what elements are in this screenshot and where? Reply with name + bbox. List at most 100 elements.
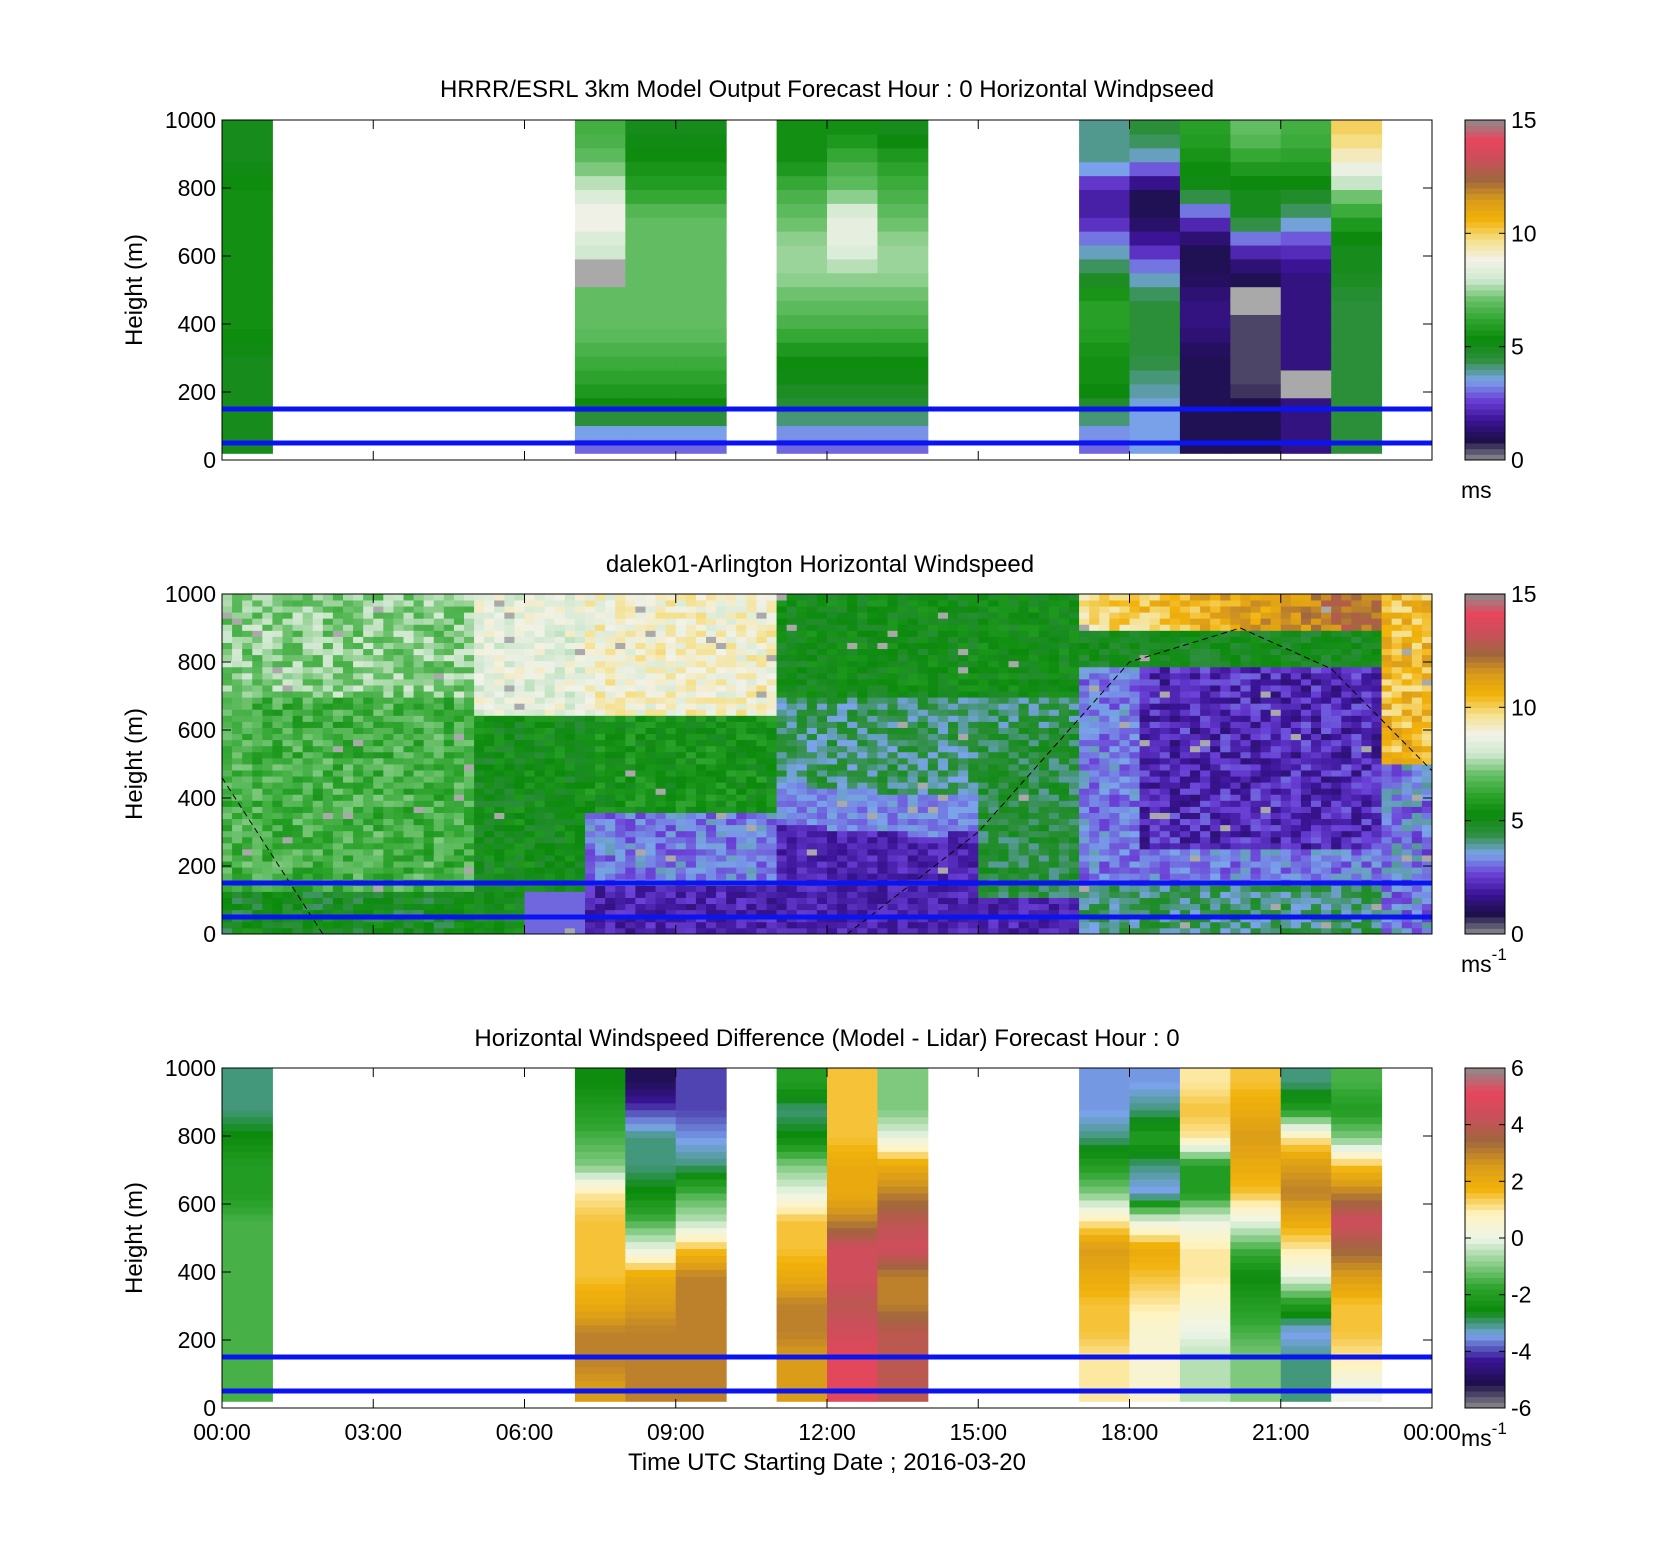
heatmap-cell (434, 630, 444, 636)
heatmap-cell (797, 855, 807, 861)
heatmap-cell (242, 606, 252, 612)
heatmap-cell (1019, 928, 1029, 934)
heatmap-cell (283, 861, 293, 867)
heatmap-cell (948, 709, 958, 715)
heatmap-cell (1079, 259, 1130, 273)
heatmap-cell (484, 661, 494, 667)
heatmap-cell (1009, 867, 1019, 873)
heatmap-cell (514, 776, 524, 782)
heatmap-cell (353, 600, 363, 606)
colorbar-segment (1465, 143, 1505, 149)
heatmap-cell (827, 746, 837, 752)
heatmap-cell (676, 885, 686, 891)
heatmap-cell (303, 606, 313, 612)
heatmap-cell (877, 734, 887, 740)
heatmap-cell (1230, 412, 1281, 426)
heatmap-cell (948, 606, 958, 612)
heatmap-cell (222, 722, 232, 728)
heatmap-cell (484, 819, 494, 825)
heatmap-cell (827, 618, 837, 624)
heatmap-cell (484, 728, 494, 734)
heatmap-cell (343, 655, 353, 661)
heatmap-cell (635, 892, 645, 898)
heatmap-cell (716, 855, 726, 861)
heatmap-cell (504, 831, 514, 837)
colorbar-segment (1465, 182, 1505, 188)
heatmap-cell (1039, 928, 1049, 934)
heatmap-cell (504, 837, 514, 843)
heatmap-cell (545, 782, 555, 788)
heatmap-cell (373, 788, 383, 794)
heatmap-cell (605, 722, 615, 728)
colorbar-segment (1465, 381, 1505, 387)
heatmap-cell (1039, 624, 1049, 630)
heatmap-cell (918, 807, 928, 813)
heatmap-cell (565, 594, 575, 600)
heatmap-cell (867, 904, 877, 910)
heatmap-cell (918, 606, 928, 612)
heatmap-cell (383, 867, 393, 873)
heatmap-cell (232, 600, 242, 606)
heatmap-cell (787, 873, 797, 879)
heatmap-cell (877, 259, 928, 273)
heatmap-cell (252, 867, 262, 873)
heatmap-cell (726, 722, 736, 728)
heatmap-cell (484, 667, 494, 673)
heatmap-cell (333, 794, 343, 800)
heatmap-cell (706, 728, 716, 734)
heatmap-cell (514, 831, 524, 837)
heatmap-cell (535, 703, 545, 709)
heatmap-cell (888, 594, 898, 600)
heatmap-cell (706, 606, 716, 612)
heatmap-cell (504, 867, 514, 873)
heatmap-cell (1029, 849, 1039, 855)
heatmap-cell (535, 679, 545, 685)
heatmap-cell (646, 624, 656, 630)
heatmap-cell (656, 728, 666, 734)
heatmap-cell (525, 843, 535, 849)
heatmap-cell (595, 722, 605, 728)
heatmap-cell (393, 928, 403, 934)
heatmap-cell (293, 630, 303, 636)
heatmap-cell (363, 922, 373, 928)
heatmap-cell (464, 892, 474, 898)
heatmap-cell (434, 673, 444, 679)
heatmap-cell (646, 873, 656, 879)
heatmap-cell (625, 752, 635, 758)
heatmap-cell (726, 788, 736, 794)
heatmap-cell (756, 752, 766, 758)
heatmap-cell (898, 898, 908, 904)
heatmap-cell (303, 667, 313, 673)
heatmap-cell (474, 782, 484, 788)
heatmap-cell (303, 600, 313, 606)
heatmap-cell (716, 873, 726, 879)
heatmap-cell (535, 618, 545, 624)
heatmap-cell (756, 618, 766, 624)
heatmap-cell (625, 655, 635, 661)
heatmap-cell (464, 728, 474, 734)
heatmap-cell (363, 758, 373, 764)
heatmap-cell (867, 867, 877, 873)
heatmap-cell (787, 800, 797, 806)
heatmap-cell (656, 667, 666, 673)
heatmap-cell (333, 715, 343, 721)
heatmap-cell (1130, 176, 1181, 190)
heatmap-cell (262, 691, 272, 697)
heatmap-cell (837, 709, 847, 715)
heatmap-cell (615, 843, 625, 849)
heatmap-cell (363, 837, 373, 843)
heatmap-cell (605, 800, 615, 806)
heatmap-cell (676, 231, 727, 245)
heatmap-cell (504, 770, 514, 776)
heatmap-cell (323, 734, 333, 740)
heatmap-cell (313, 855, 323, 861)
heatmap-cell (928, 776, 938, 782)
heatmap-cell (837, 722, 847, 728)
heatmap-cell (232, 606, 242, 612)
heatmap-cell (1029, 606, 1039, 612)
heatmap-cell (847, 861, 857, 867)
heatmap-cell (988, 861, 998, 867)
heatmap-cell (726, 643, 736, 649)
heatmap-cell (514, 624, 524, 630)
panel-model-ylabel: Height (m) (121, 234, 148, 346)
